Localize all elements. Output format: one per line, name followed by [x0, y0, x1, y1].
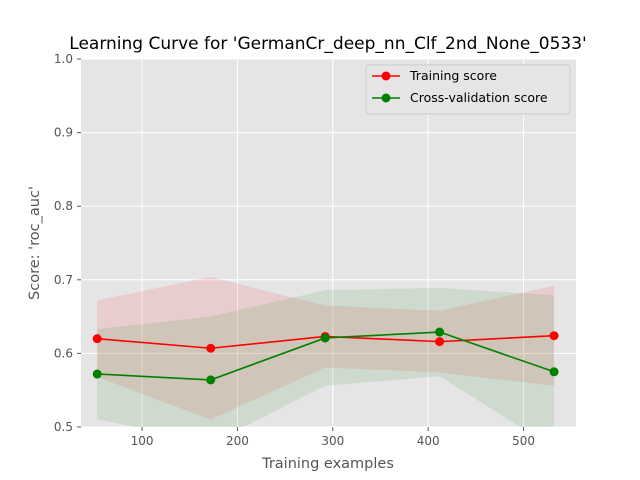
x-axis-ticks: 100 200 300 400 500 — [131, 427, 535, 448]
point-training — [92, 334, 102, 344]
y-axis-label: Score: 'roc_auc' — [27, 186, 43, 300]
x-tick-label: 400 — [417, 434, 440, 448]
point-training — [206, 343, 216, 353]
legend-label-cv: Cross-validation score — [410, 90, 548, 105]
point-cv — [206, 375, 216, 385]
x-tick-label: 300 — [321, 434, 344, 448]
plot-area — [81, 59, 576, 427]
band-cv — [97, 287, 555, 427]
point-cv — [435, 327, 445, 337]
y-tick-label: 0.9 — [54, 126, 73, 140]
x-tick-label: 100 — [131, 434, 154, 448]
x-axis-label: Training examples — [261, 456, 394, 472]
y-tick-label: 0.8 — [54, 199, 73, 213]
series-points — [92, 327, 559, 385]
point-training — [549, 331, 559, 341]
y-tick-label: 1.0 — [54, 52, 73, 66]
legend-box — [365, 64, 571, 115]
point-cv — [549, 367, 559, 377]
gridlines — [81, 58, 576, 428]
legend-marker-training — [381, 71, 391, 81]
point-cv — [92, 369, 102, 379]
point-training — [435, 337, 445, 347]
x-tick-label: 500 — [512, 434, 535, 448]
point-cv — [320, 333, 330, 343]
y-tick-label: 0.7 — [54, 273, 73, 287]
x-tick-label: 200 — [226, 434, 249, 448]
legend-label-training: Training score — [409, 68, 497, 83]
chart-title: Learning Curve for 'GermanCr_deep_nn_Clf… — [69, 34, 586, 54]
y-tick-label: 0.5 — [54, 420, 73, 434]
legend: Training score Cross-validation score — [365, 64, 571, 115]
y-axis-ticks: 0.5 0.6 0.7 0.8 0.9 1.0 — [54, 52, 81, 434]
legend-marker-cv — [381, 93, 391, 103]
y-tick-label: 0.6 — [54, 346, 73, 360]
